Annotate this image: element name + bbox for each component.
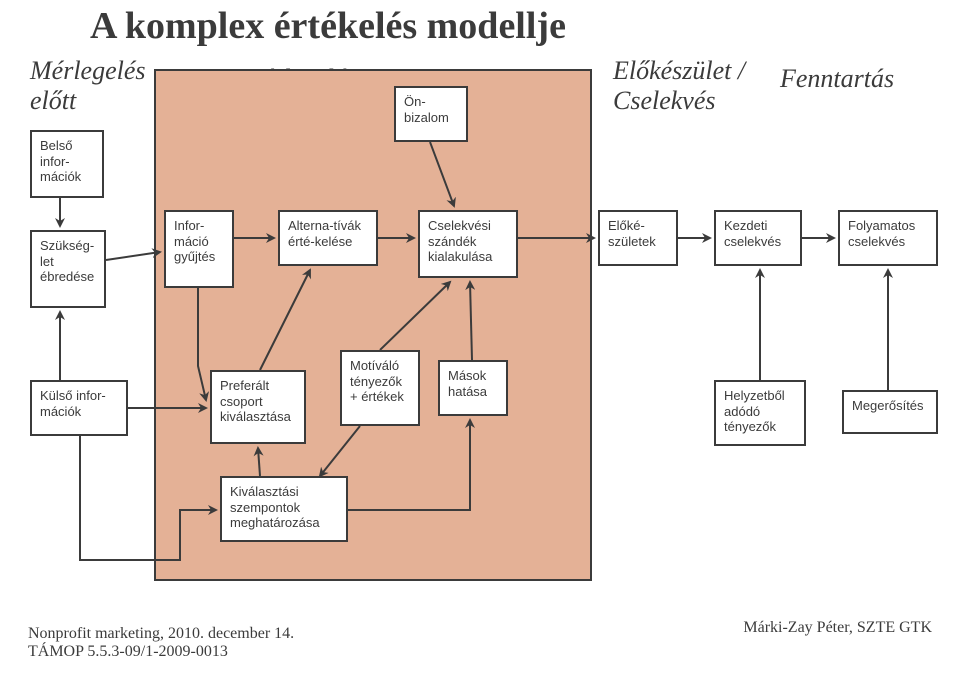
box-folyamatos: Folyamatos cselekvés: [838, 210, 938, 266]
box-info-gyujtes: Infor-máció gyűjtés: [164, 210, 234, 288]
box-onbizalom: Ön- bizalom: [394, 86, 468, 142]
box-kulso: Külső infor-mációk: [30, 380, 128, 436]
box-elokeszuletek: Előké-születek: [598, 210, 678, 266]
phase-label-1: Mérlegelés előtt: [30, 56, 160, 116]
footer-right: Márki-Zay Péter, SZTE GTK: [743, 619, 932, 637]
box-szandek: Cselekvési szándék kialakulása: [418, 210, 518, 278]
footer-left-line1: Nonprofit marketing, 2010. december 14.: [28, 625, 294, 642]
footer-left: Nonprofit marketing, 2010. december 14. …: [28, 625, 294, 661]
box-preferalt: Preferált csoport kiválasztása: [210, 370, 306, 444]
phase-label-3: Előkészület / Cselekvés: [613, 56, 753, 116]
box-belso: Belső infor-mációk: [30, 130, 104, 198]
box-megerosites: Megerősítés: [842, 390, 938, 434]
box-kivalasztasi: Kiválasztási szempontok meghatározása: [220, 476, 348, 542]
box-motivalo: Motíváló tényezők + értékek: [340, 350, 420, 426]
phase-label-4: Fenntartás: [780, 64, 894, 94]
box-szukseglet: Szükség-let ébredése: [30, 230, 106, 308]
diagram-title: A komplex értékelés modellje: [90, 4, 566, 48]
box-helyzetbol: Helyzetből adódó tényezők: [714, 380, 806, 446]
box-kezdeti: Kezdeti cselekvés: [714, 210, 802, 266]
footer-left-line2: TÁMOP 5.5.3-09/1-2009-0013: [28, 643, 228, 660]
box-alternativak: Alterna-tívák érté-kelése: [278, 210, 378, 266]
box-masok: Mások hatása: [438, 360, 508, 416]
